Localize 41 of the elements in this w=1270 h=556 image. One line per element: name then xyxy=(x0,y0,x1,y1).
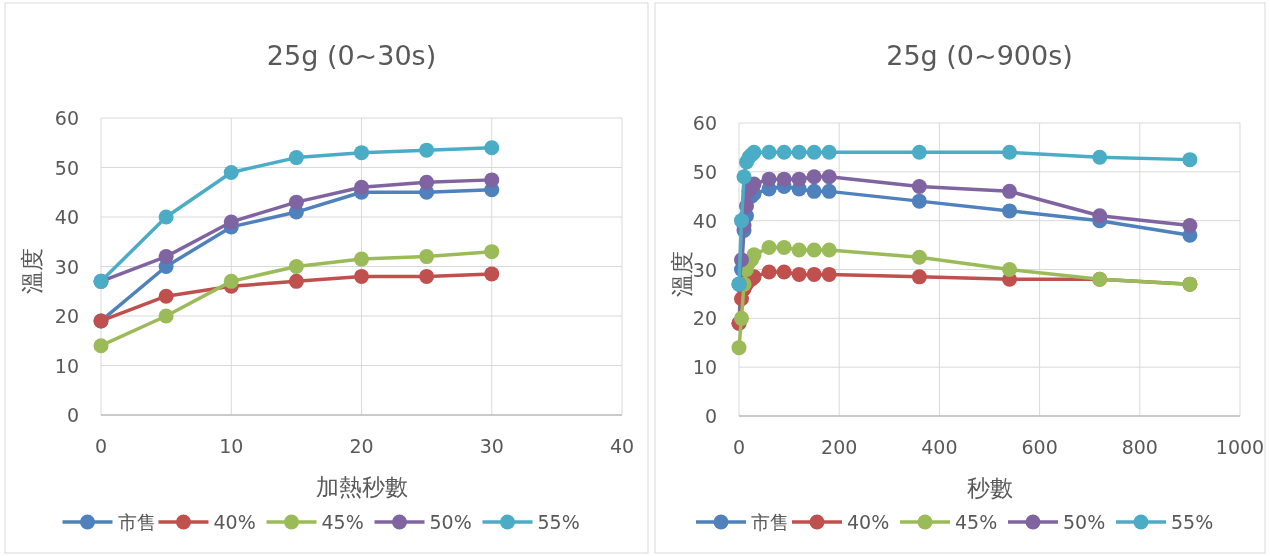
y-tick-label: 30 xyxy=(692,258,717,281)
y-tick-label: 50 xyxy=(54,156,79,179)
x-tick-label: 1000 xyxy=(1215,436,1265,458)
legend-label: 45% xyxy=(321,511,364,533)
y-tick-label: 30 xyxy=(54,255,79,278)
x-tick-label: 20 xyxy=(349,435,374,457)
x-tick-label: 0 xyxy=(94,435,108,457)
y-tick-label: 10 xyxy=(692,356,717,379)
x-tick-label: 40 xyxy=(609,435,635,457)
y-tick-label: 40 xyxy=(692,209,717,232)
x-tick-label: 30 xyxy=(479,435,504,457)
y-tick-label: 40 xyxy=(54,206,79,228)
y-tick-label: 0 xyxy=(704,405,717,427)
y-axis-title: 溫度 xyxy=(19,247,45,294)
legend-label: 市售 xyxy=(751,511,789,533)
x-tick-label: 10 xyxy=(219,435,244,457)
chart-title: 25g (0~30s) xyxy=(266,40,437,71)
y-tick-label: 60 xyxy=(54,107,79,129)
x-axis-title: 秒數 xyxy=(966,475,1013,501)
x-tick-label: 400 xyxy=(921,436,958,458)
y-tick-label: 10 xyxy=(54,354,79,377)
y-tick-label: 60 xyxy=(692,112,717,134)
legend-label: 40% xyxy=(847,511,890,533)
y-axis-title: 溫度 xyxy=(669,250,695,297)
x-tick-label: 0 xyxy=(732,436,746,458)
chart-title: 25g (0~900s) xyxy=(886,40,1073,71)
legend-label: 市售 xyxy=(117,511,156,533)
legend-label: 45% xyxy=(955,511,998,533)
x-tick-label: 600 xyxy=(1021,436,1058,458)
y-tick-label: 0 xyxy=(66,404,79,426)
legend-label: 55% xyxy=(537,511,580,533)
legend-label: 50% xyxy=(1063,511,1106,533)
x-tick-label: 200 xyxy=(821,436,858,458)
y-tick-label: 50 xyxy=(692,160,717,183)
legend-label: 55% xyxy=(1171,511,1214,533)
legend-label: 40% xyxy=(213,511,256,533)
x-axis-title: 加熱秒數 xyxy=(315,474,408,500)
x-tick-label: 800 xyxy=(1121,436,1158,458)
y-tick-label: 20 xyxy=(692,307,717,330)
y-tick-label: 20 xyxy=(54,305,79,327)
legend-label: 50% xyxy=(429,511,472,533)
